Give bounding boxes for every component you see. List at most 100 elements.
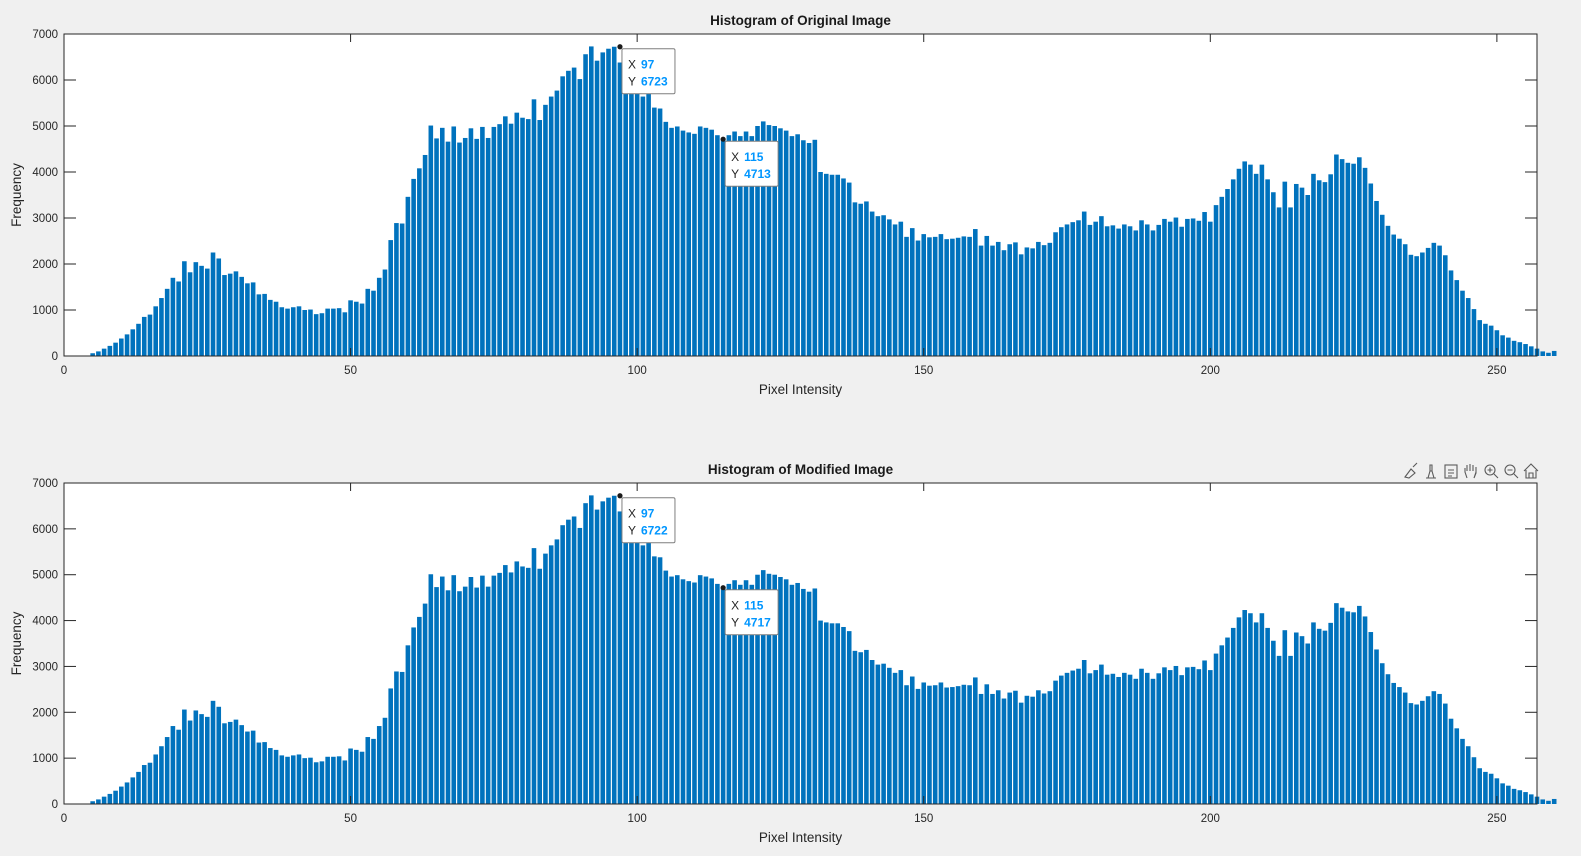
- bar: [1477, 768, 1482, 804]
- data-tip-marker[interactable]: [617, 493, 623, 499]
- data-tip-x-value: 115: [744, 150, 764, 164]
- bar: [812, 139, 818, 356]
- data-tip[interactable]: X 97 Y 6723: [617, 44, 676, 95]
- bar: [921, 234, 927, 356]
- bar: [801, 588, 806, 804]
- bar: [1402, 692, 1408, 804]
- bar: [1001, 250, 1007, 356]
- y-tick-label: 6000: [32, 524, 58, 536]
- bar: [485, 137, 491, 356]
- zoom-in-icon[interactable]: [1482, 462, 1500, 480]
- bar-series: [90, 46, 1557, 357]
- histogram-panel-1: 0 50 100 150 200 250 0 1000 2000 3000 4000 5000 6000…: [9, 13, 1557, 397]
- bar: [193, 262, 199, 356]
- bar: [1087, 673, 1093, 804]
- bar: [1236, 168, 1242, 356]
- bar: [239, 725, 244, 804]
- data-tip[interactable]: X 97 Y 6722: [617, 493, 676, 544]
- bar: [417, 168, 422, 356]
- bar: [738, 584, 743, 804]
- bar: [669, 127, 674, 356]
- bar: [909, 228, 915, 356]
- bar: [1116, 676, 1121, 804]
- bar: [938, 682, 944, 804]
- y-tick-label: 1000: [32, 305, 58, 317]
- bar: [313, 762, 319, 804]
- bar: [646, 88, 651, 356]
- export-icon[interactable]: [1442, 462, 1460, 480]
- histogram-panel-2: 0 50 100 150 200 250 0 1000 2000 3000 4000 5000 6000…: [9, 462, 1557, 845]
- bar: [864, 201, 869, 356]
- bar: [537, 568, 543, 804]
- bar: [674, 575, 680, 804]
- x-tick-label: 150: [914, 365, 933, 377]
- data-tip-marker[interactable]: [617, 44, 623, 50]
- bar: [245, 731, 250, 804]
- bar: [686, 581, 692, 804]
- bar: [1408, 254, 1414, 356]
- bar: [439, 127, 445, 356]
- chart-title: Histogram of Original Image: [710, 13, 891, 28]
- bar: [159, 298, 164, 356]
- bar: [1219, 196, 1225, 356]
- bar: [686, 132, 692, 356]
- pan-icon[interactable]: [1462, 462, 1480, 480]
- axes-box: [63, 482, 1538, 805]
- bar: [1471, 309, 1477, 356]
- bar: [1007, 692, 1012, 804]
- bar: [480, 575, 485, 804]
- bar: [1299, 187, 1305, 356]
- zoom-out-icon[interactable]: [1502, 462, 1520, 480]
- bar: [1443, 255, 1448, 356]
- data-tip[interactable]: X 115 Y 4717: [720, 585, 779, 636]
- bar: [812, 588, 818, 804]
- bar: [709, 578, 714, 804]
- bar: [743, 131, 749, 356]
- bar: [1368, 632, 1374, 804]
- bar: [187, 720, 193, 804]
- bar: [674, 126, 680, 357]
- bar: [646, 537, 651, 804]
- bar: [1477, 320, 1482, 356]
- data-tip[interactable]: X 115 Y 4713: [720, 136, 779, 187]
- bar: [1454, 728, 1460, 804]
- bar: [342, 312, 348, 356]
- bar: [680, 130, 686, 356]
- bar: [302, 310, 308, 356]
- bar: [548, 545, 554, 804]
- bar: [715, 135, 720, 356]
- bar: [634, 527, 640, 804]
- bar: [1425, 696, 1431, 804]
- bar: [204, 716, 210, 804]
- bar: [1110, 673, 1116, 804]
- bar: [136, 771, 141, 804]
- bar: [514, 112, 520, 356]
- bar: [1391, 682, 1397, 804]
- bar: [182, 261, 187, 356]
- bar: [227, 721, 233, 804]
- bar: [1190, 218, 1196, 356]
- bar: [554, 539, 560, 804]
- plot-area[interactable]: [64, 483, 1537, 804]
- bar: [417, 616, 422, 804]
- data-tip-marker[interactable]: [720, 585, 726, 591]
- y-tick-label: 0: [52, 351, 58, 363]
- bar: [915, 688, 921, 804]
- bar: [537, 120, 543, 357]
- bar: [973, 677, 978, 804]
- bar: [606, 48, 611, 356]
- data-tip-icon[interactable]: [1422, 462, 1440, 480]
- bar: [577, 527, 583, 804]
- bar: [772, 574, 778, 804]
- home-icon[interactable]: [1522, 462, 1540, 480]
- bar: [1144, 672, 1150, 804]
- plot-area[interactable]: [64, 34, 1537, 356]
- bar: [657, 557, 663, 804]
- y-axis-label: Frequency: [9, 163, 24, 227]
- data-tip-box: [724, 140, 779, 187]
- bar: [697, 126, 703, 357]
- bar: [1454, 280, 1460, 356]
- brush-icon[interactable]: [1402, 462, 1420, 480]
- bar: [336, 308, 342, 356]
- data-tip-marker[interactable]: [720, 136, 726, 142]
